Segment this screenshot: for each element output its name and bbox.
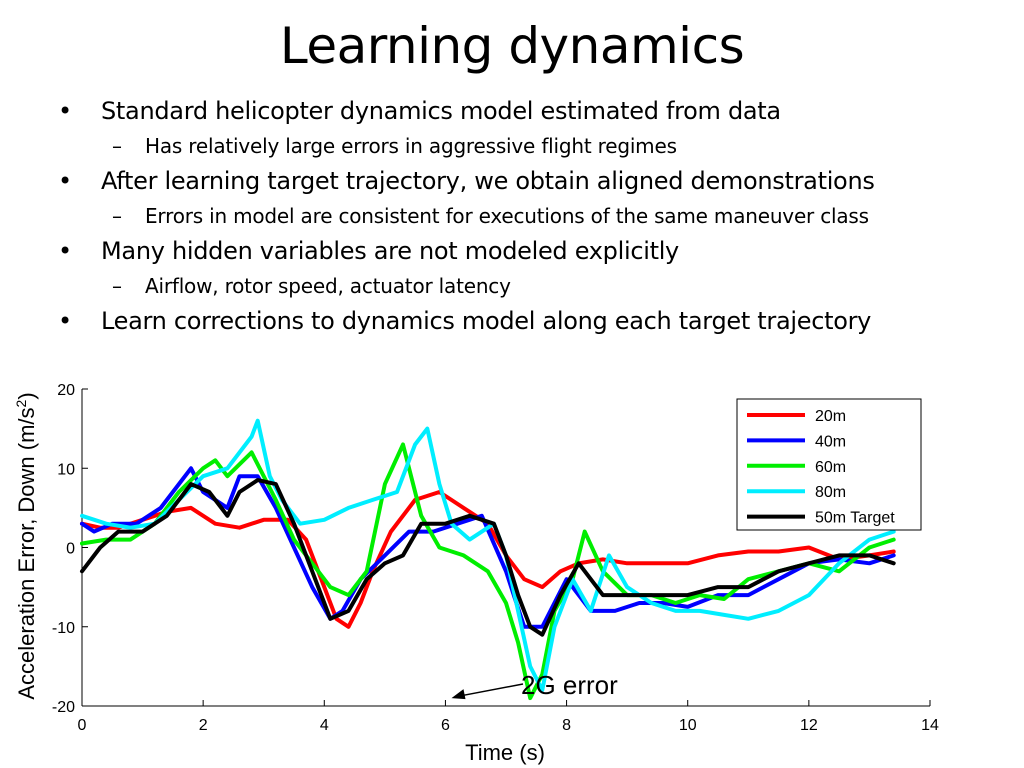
sub-bullet-item: – Errors in model are consistent for exec… <box>58 198 1018 234</box>
slide-title: Learning dynamics <box>279 17 745 75</box>
annotation-arrow-line <box>459 683 524 697</box>
x-tick-label: 2 <box>199 717 208 734</box>
bullet-marker: • <box>58 97 72 125</box>
bullet-text: Standard helicopter dynamics model estim… <box>101 97 781 125</box>
legend-box <box>736 398 922 531</box>
chart-annotation: 2G error <box>451 670 618 700</box>
bullet-marker: • <box>58 167 72 195</box>
bullet-item: • Many hidden variables are not modeled e… <box>58 234 1018 268</box>
x-tick-label: 8 <box>562 717 571 734</box>
x-tick-label: 10 <box>679 717 697 734</box>
series-line-20m <box>80 490 896 629</box>
y-tick-label: -10 <box>52 620 75 637</box>
bullet-item: • After learning target trajectory, we ob… <box>58 164 1018 198</box>
sub-bullet-text: Errors in model are consistent for execu… <box>145 204 869 228</box>
x-axis-label: Time (s) <box>465 740 545 765</box>
x-tick-label: 14 <box>921 717 939 734</box>
acceleration-error-chart: 0 2 4 6 8 10 12 14 -20 -10 0 10 20 20m 40m 60m 80m 50m T… <box>13 382 939 765</box>
legend-label: 60m <box>815 459 846 476</box>
x-tick-label: 4 <box>320 717 329 734</box>
y-tick-label: 20 <box>57 382 75 399</box>
bullet-marker: • <box>58 307 72 335</box>
bullet-marker: • <box>58 237 72 265</box>
y-axis-label: Acceleration Error, Down (m/s2) <box>13 392 39 699</box>
series-line-80m <box>80 418 896 693</box>
sub-bullet-marker: – <box>112 204 122 228</box>
bullet-text: After learning target trajectory, we obt… <box>101 167 875 195</box>
sub-bullet-text: Has relatively large errors in aggressiv… <box>145 134 677 158</box>
legend-label: 20m <box>815 408 846 425</box>
y-tick-label: 10 <box>57 461 75 478</box>
sub-bullet-marker: – <box>112 134 122 158</box>
bullet-list: • Standard helicopter dynamics model esti… <box>58 94 1018 338</box>
legend-label: 50m Target <box>815 510 895 527</box>
legend-label: 40m <box>815 433 846 450</box>
y-tick-label: 0 <box>66 541 75 558</box>
x-tick-label: 0 <box>78 717 87 734</box>
sub-bullet-text: Airflow, rotor speed, actuator latency <box>145 274 511 298</box>
y-axis-label-close: ) <box>14 392 39 399</box>
x-tick-label: 6 <box>441 717 450 734</box>
bullet-text: Many hidden variables are not modeled ex… <box>101 237 679 265</box>
sub-bullet-marker: – <box>112 274 122 298</box>
chart-axes: 0 2 4 6 8 10 12 14 -20 -10 0 10 20 <box>52 382 939 734</box>
sub-bullet-item: – Has relatively large errors in aggressi… <box>58 128 1018 164</box>
sub-bullet-item: – Airflow, rotor speed, actuator latency <box>58 268 1018 304</box>
y-axis-label-main: Acceleration Error, Down (m/s <box>14 407 39 699</box>
bullet-item: • Standard helicopter dynamics model esti… <box>58 94 1018 128</box>
annotation-label: 2G error <box>521 670 618 700</box>
y-axis-label-superscript: 2 <box>13 399 29 407</box>
bullet-text: Learn corrections to dynamics model alon… <box>101 307 872 335</box>
chart-legend: 20m 40m 60m 80m 50m Target <box>736 398 922 531</box>
series-line-50m-target <box>80 478 896 637</box>
chart-series-layer <box>80 418 896 701</box>
bullet-item: • Learn corrections to dynamics model alo… <box>58 304 1018 338</box>
y-tick-label: -20 <box>52 699 75 716</box>
legend-label: 80m <box>815 484 846 501</box>
annotation-arrowhead <box>451 689 466 700</box>
x-tick-label: 12 <box>800 717 818 734</box>
